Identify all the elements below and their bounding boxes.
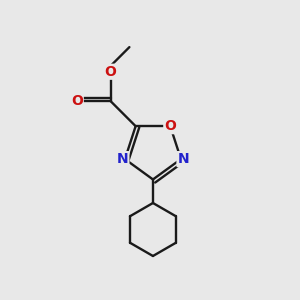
Text: N: N	[178, 152, 189, 166]
Text: O: O	[71, 94, 83, 108]
Text: O: O	[105, 65, 117, 79]
Text: N: N	[117, 152, 128, 166]
Text: O: O	[164, 119, 176, 133]
